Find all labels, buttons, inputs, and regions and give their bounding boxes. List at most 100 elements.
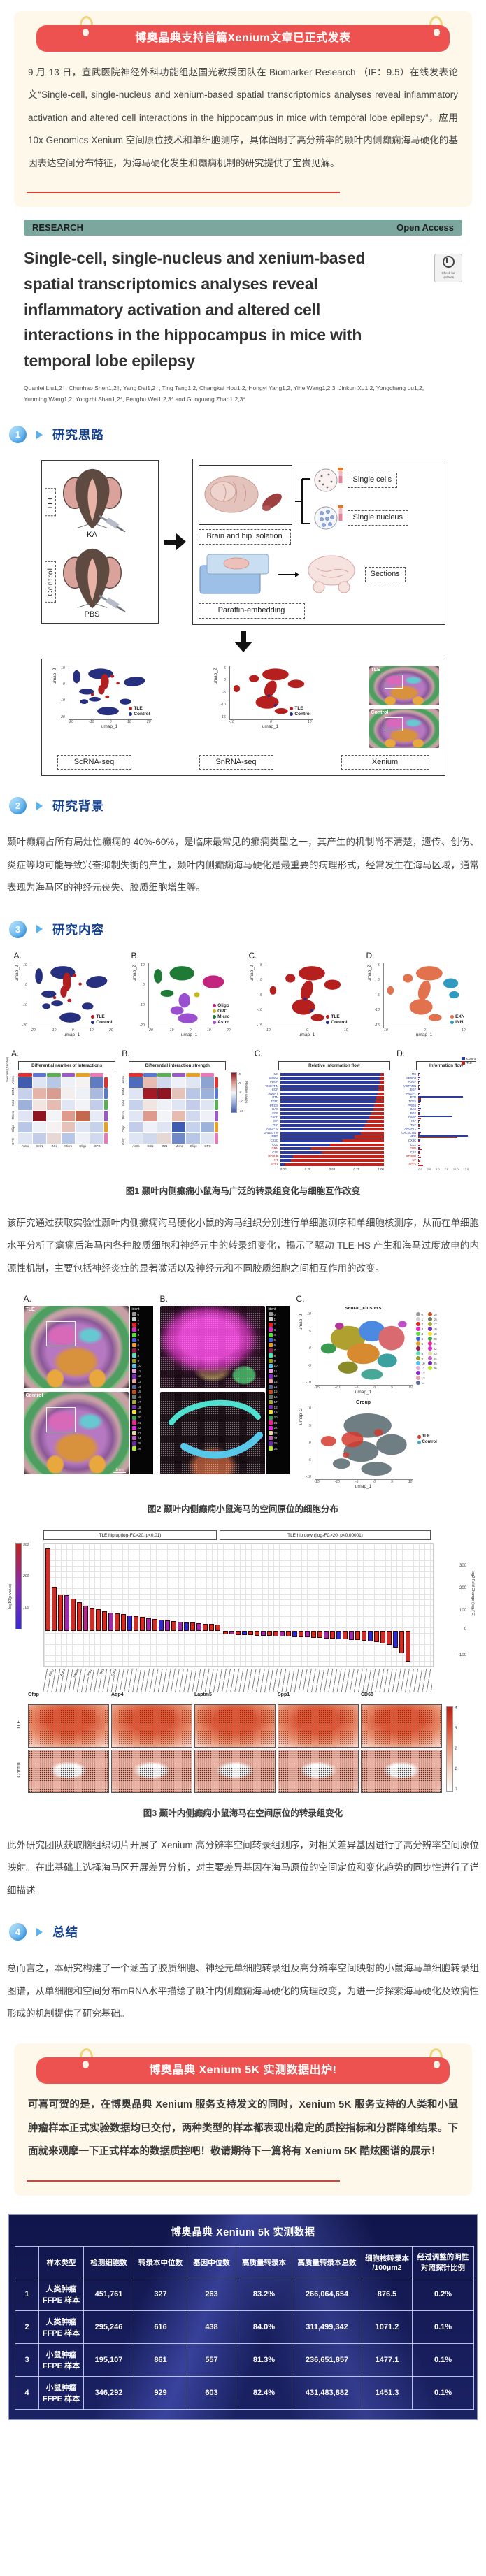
banner-wrap: 博奥晶典支持首篇Xenium文章已正式发表 (36, 16, 450, 52)
panel-letter: D. (396, 1048, 406, 1058)
triangle-icon (36, 1927, 43, 1936)
xenium-tiles: TLE Control (369, 665, 439, 748)
xenium-label: Xenium (341, 754, 429, 770)
panel-letter: C. (296, 1294, 305, 1304)
down-bars (223, 1631, 410, 1666)
legend-entries: 0 1 2 3 4 5 6 7 8 9 10 11 12 13 14 15 16 17 18 19 20 21 22 23 24… (131, 1312, 153, 1473)
figure-3: TLE hip up(log₂FC>20, p<0.01) TLE hip do… (8, 1530, 476, 1819)
y-ticks: 10 0 -10 -20 (139, 963, 145, 1028)
panel-letter: A. (23, 1294, 31, 1304)
y-axis-label: umap_2 (14, 965, 20, 981)
relative-values-colorbar: 5 0 -5 -10 -15 Relative values (231, 1072, 248, 1113)
table-row: 2 人类肿瘤 FFPE 样本 295,246 616 438 84.0% 311,… (15, 2310, 474, 2345)
figure-1: A. umap_2 10 0 -10 -20 TLE Control -20 -10 0 10… (6, 950, 479, 1197)
table-header-cell: 高质量转录本 (236, 2246, 292, 2279)
flow-title: Information flow (416, 1060, 476, 1070)
fig1-heatmap-b: B. Differential interaction strength Ast… (120, 1049, 227, 1148)
banner-ring-hole-left (83, 29, 89, 36)
x-axis-label: umap_1 (355, 1390, 372, 1395)
scrna-umap: umap_2 10 0 -10 -20 TLE Control -20 -10 0 10 20 … (48, 665, 165, 729)
control-hippocampus-zoom (159, 1392, 265, 1475)
figure-3-caption: 图3 颞叶内侧癫痫小鼠海马在空间原位的转录组变化 (143, 1808, 343, 1819)
content-paragraph-1: 该研究通过获取实验性颞叶内侧癫痫海马硬化小鼠的海马组织分别进行单细胞测序和单细胞… (7, 1217, 479, 1274)
flow-legend: Control TLE (461, 1056, 476, 1065)
table-row: 3 小鼠肿瘤 FFPE 样本 195,107 861 557 81.3% 236,… (15, 2343, 474, 2377)
panel-letter: D. (366, 950, 375, 960)
divider-line (27, 191, 340, 193)
left-axis-label: -log10(p-value) (8, 1584, 13, 1611)
x-ticks: -10 0 10 (265, 1028, 348, 1032)
panel-letter: A. (11, 1048, 20, 1058)
diagram-results-box: umap_2 10 0 -10 -20 TLE Control -20 -10 0 10 20 … (41, 658, 445, 777)
umap-legend: Oligo OPC Micro Astro (213, 1002, 230, 1025)
y-ticks: 10 0 -10 -20 (22, 963, 27, 1028)
flow-title: Relative information flow (278, 1060, 391, 1070)
scrna-label: ScRNA-seq (57, 754, 131, 770)
paraffin-block-icon (199, 554, 269, 594)
paraffin-label: Paraffin-embedding (198, 603, 305, 619)
seurat-clusters-title: seurat_clusters (345, 1306, 382, 1311)
table-body: 1 人类肿瘤 FFPE 样本 451,761 327 263 83.2% 266,… (15, 2278, 474, 2410)
expression-tile (194, 1704, 276, 1748)
fig2-panel-b: B. ident 0 1 2 3 4 5 6 7 8 9 10 11 12 13 14 15 16 (159, 1294, 290, 1489)
fig1-information-flow: D. Information flow Control TLE MK SEMA3 (395, 1049, 476, 1171)
group-title: Group (356, 1400, 371, 1406)
x-ticks: -20 -10 0 10 20 (30, 1028, 113, 1032)
fig1-relative-information-flow: C. Relative information flow MK SEMA3 (253, 1048, 391, 1171)
y-axis-label: umap_2 (249, 965, 255, 981)
table-header-cell (15, 2246, 39, 2279)
x-axis-label: umap_1 (355, 1484, 372, 1490)
paper-screenshot: RESEARCH Open Access Single-cell, single… (24, 219, 462, 405)
heatmap-cells (18, 1077, 103, 1144)
figure-2-caption: 图2 颞叶内侧癫痫小鼠海马的空间原位的细胞分布 (148, 1504, 338, 1515)
legend-title: ident (268, 1307, 276, 1312)
tile-label: TLE (371, 667, 380, 672)
expression-tile (28, 1704, 109, 1748)
pvalue-colorbar: 300 200 100 (15, 1543, 29, 1630)
promo-paragraph: 可喜可贺的是，在博奥晶典 Xenium 服务支持发文的同时，Xenium 5K … (28, 2099, 458, 2158)
expression-tile (28, 1750, 109, 1794)
x-ticks: -20 -10 0 10 20 (148, 1028, 231, 1032)
flow-x-ticks: 0.0 2.5 5.0 7.5 10.0 12.5 (418, 1167, 469, 1171)
table-header-cell: 基因中位数 (187, 2246, 236, 2279)
banner-ring-hole-right (434, 2061, 440, 2069)
table-header-cell: 检测细胞数 (83, 2246, 134, 2279)
roi-box (384, 717, 403, 731)
section-4-heading: 4 总结 (9, 1923, 486, 1941)
tle-map-row (28, 1704, 442, 1748)
umap-legend: EXN INN (450, 1014, 465, 1025)
table-header-cell: 样本类型 (38, 2246, 84, 2279)
xenium-control-image: Control (369, 708, 439, 748)
section-number-badge: 2 (9, 797, 27, 815)
bracket-lines (294, 478, 310, 525)
x-ticks: -10 0 10 (383, 1028, 466, 1032)
tle-label: TLE (44, 487, 56, 517)
flow-x-ticks: 0.00 0.25 0.50 0.75 1.00 (280, 1167, 384, 1171)
content-paragraph-2: 此外研究团队获取脑组织切片开展了 Xenium 高分辨率空间转录组测序，对相关差… (7, 1840, 479, 1896)
diagram-processing-box: Brain and hip isolation Single cell (192, 459, 445, 625)
article-banner: 博奥晶典支持首篇Xenium文章已正式发表 (36, 25, 450, 52)
arrow-down-icon (233, 630, 254, 653)
heatmap-title: Differential number of interactions (18, 1060, 116, 1070)
section-3-heading: 3 研究内容 (9, 920, 486, 938)
xenium5k-table: 博奥晶典 Xenium 5k 实测数据 样本类型 检测细胞数 转录本中位数 基因中位数… (8, 2214, 478, 2421)
map-column-labels: Gfap Aqp4 Laptm5 Spp1 CD68 (28, 1692, 373, 1698)
expression-tile (361, 1704, 442, 1748)
bar-chart (43, 1543, 434, 1667)
y-axis-label: umap_2 (131, 965, 137, 981)
article-page: 博奥晶典支持首篇Xenium文章已正式发表 9 月 13 日，宣武医院神经外科功… (6, 11, 486, 2421)
sections-label: Sections (364, 567, 406, 582)
figure-1-caption: 图1 颞叶内侧癫痫小鼠海马广泛的转录组变化与细胞互作改变 (125, 1186, 361, 1196)
expression-tile (361, 1750, 442, 1794)
table-title: 博奥晶典 Xenium 5k 实测数据 (171, 2227, 315, 2239)
section-title: 研究背景 (52, 799, 104, 814)
section-number-badge: 4 (9, 1923, 27, 1941)
panel-letter: C. (254, 1048, 263, 1058)
badge-label: Check for updates (441, 271, 455, 280)
mouse-tle-icon (59, 465, 126, 532)
y-ticks: 5 0 -5 -10 -15 (374, 963, 380, 1028)
mouse-control-icon (59, 545, 126, 612)
check-for-updates-badge[interactable]: Check for updates (434, 253, 462, 282)
